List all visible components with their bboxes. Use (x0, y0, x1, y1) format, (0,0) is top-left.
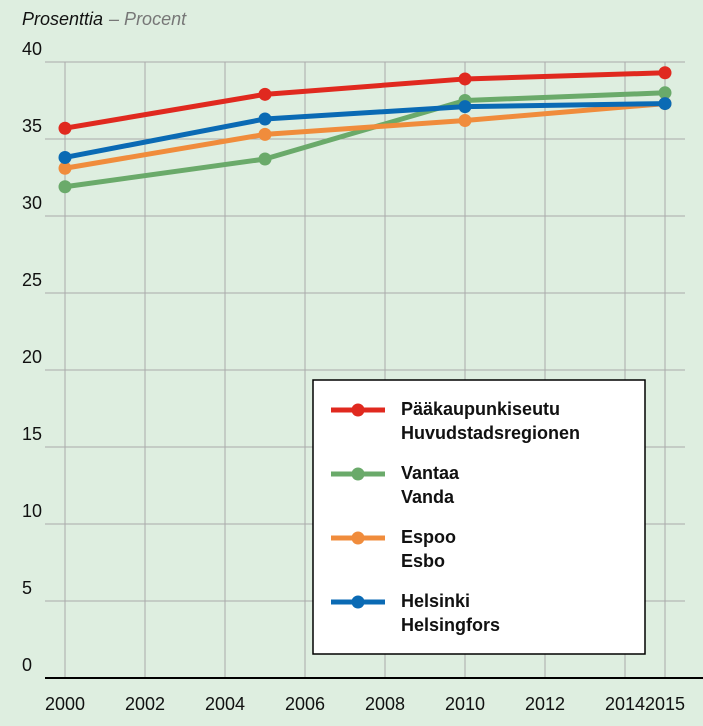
point (258, 112, 272, 126)
series-line (64, 70, 666, 131)
legend: Pääkaupunkiseutu Huvudstadsregionen Vantaa… (312, 379, 646, 655)
y-tick-label: 30 (22, 193, 42, 213)
y-label-sv: – Procent (108, 9, 187, 29)
point (258, 152, 272, 166)
y-label-fi: Prosenttia (22, 9, 103, 29)
point (58, 161, 72, 175)
point (258, 127, 272, 141)
point (658, 86, 672, 100)
point (458, 114, 472, 128)
legend-box (312, 379, 646, 655)
legend-marker (351, 595, 365, 609)
y-label: Prosenttia – Procent (22, 9, 187, 29)
y-tick-label: 15 (22, 424, 42, 444)
x-tick-label: 2014 (605, 694, 645, 714)
legend-label-sv: Esbo (401, 551, 445, 571)
y-tick-label: 20 (22, 347, 42, 367)
point (58, 180, 72, 194)
legend-label-sv: Huvudstadsregionen (401, 423, 580, 443)
series-line (64, 101, 666, 171)
legend-label-sv: Vanda (401, 487, 455, 507)
x-tick-label: 2006 (285, 694, 325, 714)
series-line (64, 101, 666, 160)
x-tick-label: 2008 (365, 694, 405, 714)
point (658, 66, 672, 80)
x-tick-label: 2000 (45, 694, 85, 714)
legend-marker (351, 403, 365, 417)
x-tick-label: 2004 (205, 694, 245, 714)
y-tick-label: 10 (22, 501, 42, 521)
point (58, 121, 72, 135)
y-tick-label: 40 (22, 39, 42, 59)
point (458, 100, 472, 114)
legend-label: Pääkaupunkiseutu (401, 399, 560, 419)
y-tick-label: 25 (22, 270, 42, 290)
legend-label: Helsinki (401, 591, 470, 611)
x-tick-label: 2010 (445, 694, 485, 714)
x-tick-label: 2015 (645, 694, 685, 714)
x-tick-label: 2002 (125, 694, 165, 714)
x-tick-label: 2012 (525, 694, 565, 714)
legend-label: Vantaa (401, 463, 460, 483)
y-tick-label: 0 (22, 655, 32, 675)
legend-marker (351, 467, 365, 481)
legend-label-sv: Helsingfors (401, 615, 500, 635)
point (258, 87, 272, 101)
y-tick-label: 35 (22, 116, 42, 136)
point (458, 72, 472, 86)
point (658, 97, 672, 111)
legend-marker (351, 531, 365, 545)
legend-label: Espoo (401, 527, 456, 547)
point (58, 150, 72, 164)
y-tick-label: 5 (22, 578, 32, 598)
